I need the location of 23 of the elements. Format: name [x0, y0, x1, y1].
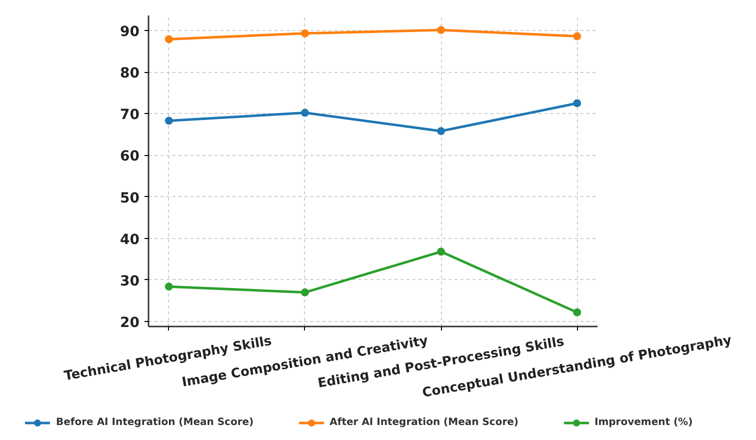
legend-label: After AI Integration (Mean Score) — [330, 417, 518, 428]
point — [300, 108, 309, 117]
y-tick-label: 60 — [120, 148, 140, 165]
point — [437, 26, 446, 34]
legend-label: Improvement (%) — [594, 417, 693, 428]
y-tick-label: 70 — [120, 107, 140, 124]
point — [164, 116, 173, 125]
point — [300, 29, 309, 38]
legend-label: Before AI Integration (Mean Score) — [56, 417, 254, 428]
y-tick-label: 80 — [120, 66, 140, 82]
point — [300, 288, 309, 296]
y-tick-label: 90 — [120, 24, 140, 40]
point — [573, 99, 582, 108]
y-tick-label: 30 — [120, 273, 140, 290]
point — [164, 282, 173, 291]
y-tick-label: 50 — [120, 190, 140, 206]
y-tick-label: 40 — [120, 232, 140, 248]
y-tick-label: 20 — [120, 315, 140, 332]
point — [437, 248, 446, 256]
point — [437, 127, 446, 136]
point — [573, 32, 582, 40]
point — [164, 35, 173, 44]
point — [573, 308, 582, 316]
